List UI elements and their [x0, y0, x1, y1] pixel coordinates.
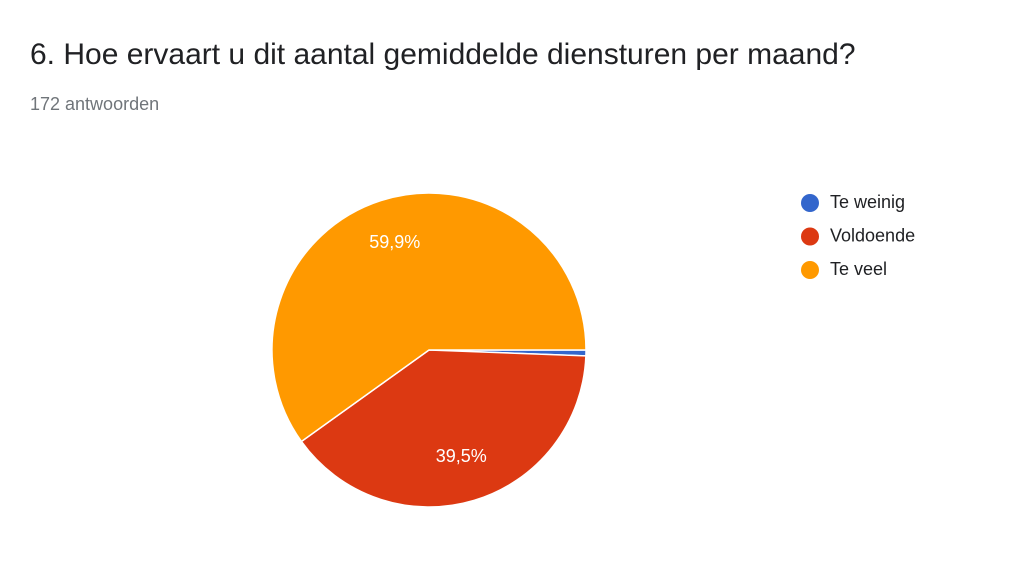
- chart-title: 6. Hoe ervaart u dit aantal gemiddelde d…: [30, 38, 856, 71]
- chart-subtitle: 172 antwoorden: [30, 94, 159, 114]
- legend-swatch: [801, 261, 819, 279]
- legend-label: Te weinig: [830, 192, 905, 212]
- legend-swatch: [801, 194, 819, 212]
- legend-swatch: [801, 227, 819, 246]
- legend-label: Te veel: [830, 259, 887, 279]
- legend-label: Voldoende: [830, 225, 915, 245]
- data-label: 39,5%: [436, 446, 487, 466]
- pie-slice: [300, 349, 587, 508]
- data-label: 59,9%: [369, 232, 420, 252]
- pie-slice: [271, 192, 587, 443]
